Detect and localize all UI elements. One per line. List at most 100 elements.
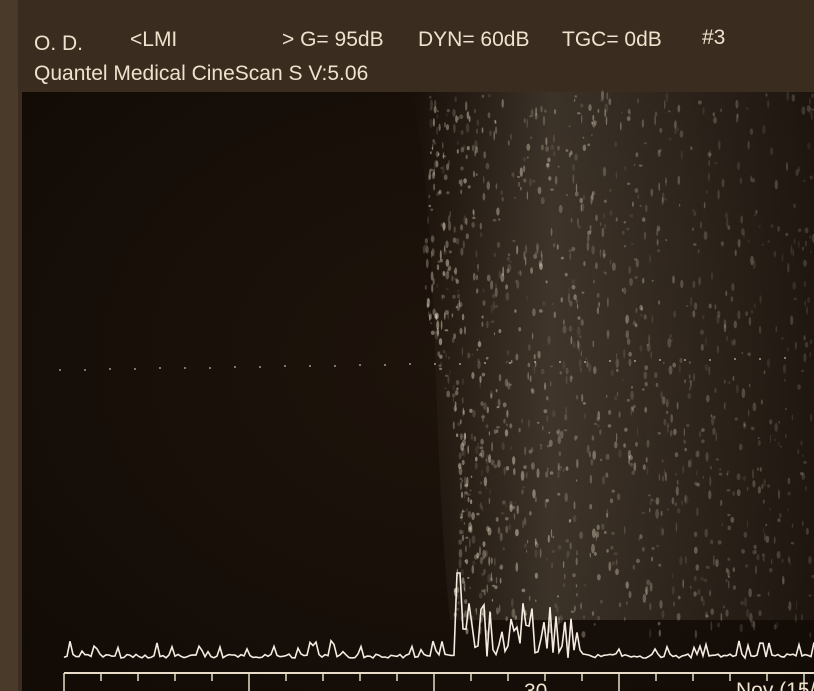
speckle-dot <box>747 487 748 491</box>
speckle-dot <box>510 447 512 450</box>
speckle-dot <box>798 241 799 248</box>
speckle-dot <box>472 565 475 574</box>
marker-dot <box>784 357 786 359</box>
speckle-dot <box>621 111 622 113</box>
speckle-dot <box>491 304 493 313</box>
speckle-dot <box>758 486 761 494</box>
speckle-dot <box>667 338 671 348</box>
speckle-dot <box>442 155 446 157</box>
speckle-dot <box>558 166 560 168</box>
speckle-dot <box>465 101 467 111</box>
speckle-dot <box>619 411 621 418</box>
speckle-dot <box>489 131 491 137</box>
speckle-dot <box>505 517 509 520</box>
speckle-dot <box>510 261 512 263</box>
speckle-dot <box>647 466 649 475</box>
speckle-dot <box>581 114 582 123</box>
speckle-dot <box>476 275 478 280</box>
speckle-dot <box>767 359 770 368</box>
speckle-dot <box>576 459 578 468</box>
speckle-dot <box>802 455 804 457</box>
speckle-dot <box>535 107 537 116</box>
speckle-dot <box>584 413 587 420</box>
speckle-dot <box>513 468 515 475</box>
speckle-dot <box>696 507 698 517</box>
speckle-dot <box>485 454 489 464</box>
speckle-dot <box>717 623 720 628</box>
speckle-dot <box>429 205 431 207</box>
speckle-dot <box>505 429 508 436</box>
speckle-dot <box>681 500 683 506</box>
speckle-dot <box>751 620 755 627</box>
speckle-dot <box>677 127 679 131</box>
speckle-dot <box>457 149 459 154</box>
speckle-dot <box>666 402 668 407</box>
speckle-dot <box>516 245 518 254</box>
marker-dot <box>284 365 286 367</box>
speckle-dot <box>444 245 445 252</box>
speckle-dot <box>774 439 775 441</box>
speckle-dot <box>597 424 600 427</box>
speckle-dot <box>460 478 463 481</box>
speckle-dot <box>509 501 513 509</box>
speckle-dot <box>648 494 651 496</box>
speckle-dot <box>433 118 435 127</box>
speckle-dot <box>480 502 482 509</box>
speckle-dot <box>711 621 713 631</box>
speckle-dot <box>496 389 498 392</box>
speckle-dot <box>597 307 599 314</box>
speckle-dot <box>795 614 797 622</box>
speckle-dot <box>583 195 584 200</box>
speckle-dot <box>462 412 464 417</box>
speckle-dot <box>561 297 564 302</box>
speckle-dot <box>464 522 465 525</box>
speckle-dot <box>587 241 590 251</box>
speckle-dot <box>770 224 773 227</box>
speckle-dot <box>667 508 670 510</box>
speckle-dot <box>701 428 705 432</box>
dynamic-label: DYN= 60dB <box>418 28 529 51</box>
speckle-dot <box>632 201 634 207</box>
speckle-dot <box>546 557 547 560</box>
speckle-dot <box>558 463 560 471</box>
marker-dot <box>484 362 486 364</box>
speckle-dot <box>646 457 648 462</box>
speckle-dot <box>437 114 439 119</box>
speckle-dot <box>713 117 717 124</box>
speckle-dot <box>649 508 650 513</box>
speckle-dot <box>622 288 624 292</box>
speckle-dot <box>635 442 638 447</box>
speckle-dot <box>468 511 472 518</box>
speckle-dot <box>706 190 708 193</box>
speckle-dot <box>479 593 483 599</box>
speckle-dot <box>456 388 458 390</box>
speckle-dot <box>644 407 647 413</box>
speckle-dot <box>762 244 764 246</box>
speckle-dot <box>663 362 665 365</box>
speckle-dot <box>470 499 472 504</box>
speckle-dot <box>576 299 578 304</box>
speckle-dot <box>494 557 496 566</box>
speckle-dot <box>494 464 498 468</box>
speckle-dot <box>612 490 615 493</box>
speckle-dot <box>545 146 549 152</box>
speckle-dot <box>774 251 777 258</box>
speckle-dot <box>547 467 548 472</box>
speckle-dot <box>496 426 500 428</box>
marker-dot <box>409 363 411 365</box>
speckle-dot <box>777 226 780 232</box>
speckle-dot <box>459 467 463 475</box>
speckle-dot <box>750 128 753 134</box>
speckle-dot <box>692 209 695 212</box>
speckle-dot <box>737 489 741 496</box>
speckle-dot <box>692 310 695 317</box>
speckle-dot <box>737 162 740 171</box>
speckle-dot <box>445 271 449 279</box>
speckle-dot <box>639 534 642 539</box>
speckle-dot <box>484 415 485 418</box>
speckle-dot <box>488 556 490 566</box>
speckle-dot <box>626 601 628 605</box>
speckle-dot <box>809 98 811 105</box>
speckle-dot <box>579 335 582 338</box>
speckle-dot <box>597 525 600 531</box>
